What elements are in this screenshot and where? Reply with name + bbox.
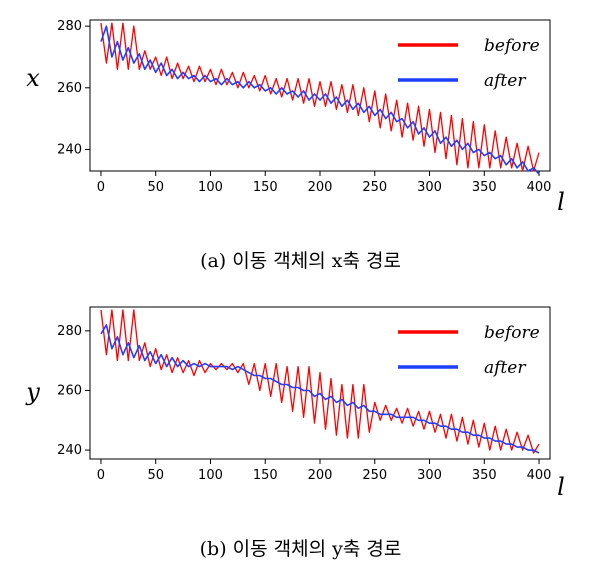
legend-label-before: before	[484, 323, 540, 343]
x-axis-label: l	[557, 188, 565, 216]
x-tick-label: 400	[527, 180, 552, 195]
x-tick-label: 100	[198, 468, 223, 483]
x-tick-label: 200	[308, 468, 333, 483]
y-tick-label: 240	[57, 443, 82, 458]
x-tick-label: 150	[253, 468, 278, 483]
legend-label-after: after	[484, 358, 526, 378]
caption-x-path: (a) 이동 객체의 x축 경로	[200, 250, 401, 272]
series-line-after	[100, 25, 540, 175]
y-tick-label: 280	[57, 324, 82, 339]
caption-y-path: (b) 이동 객체의 y축 경로	[199, 538, 402, 560]
x-tick-label: 400	[527, 468, 552, 483]
series-line-after	[100, 324, 540, 454]
x-tick-label: 300	[417, 468, 442, 483]
x-tick-label: 100	[198, 180, 223, 195]
y-tick-label: 260	[57, 81, 82, 96]
x-tick-label: 50	[147, 468, 164, 483]
y-tick-label: 240	[57, 142, 82, 157]
x-tick-label: 300	[417, 180, 442, 195]
legend-label-before: before	[484, 36, 540, 56]
series-line-before	[100, 309, 540, 454]
x-tick-label: 0	[97, 468, 105, 483]
y-axis-label: y	[25, 378, 40, 406]
chart-y-path: 0 50 100 150 200 250 300 350 400 240 260 280 y l befor…	[25, 306, 565, 501]
x-axis-label: l	[557, 473, 565, 501]
x-tick-label: 250	[362, 180, 387, 195]
y-tick-label: 260	[57, 383, 82, 398]
x-tick-label: 0	[97, 180, 105, 195]
x-tick-label: 350	[472, 468, 497, 483]
y-tick-label: 280	[57, 19, 82, 34]
legend-label-after: after	[484, 71, 526, 91]
x-tick-label: 50	[147, 180, 164, 195]
chart-x-path: 0 50 100 150 200 250 300 350 400 240 260 280 x l befor…	[26, 19, 565, 216]
x-tick-label: 250	[362, 468, 387, 483]
y-axis-label: x	[26, 64, 40, 92]
x-tick-label: 350	[472, 180, 497, 195]
x-tick-label: 150	[253, 180, 278, 195]
series-line-before	[100, 22, 540, 172]
x-tick-label: 200	[308, 180, 333, 195]
